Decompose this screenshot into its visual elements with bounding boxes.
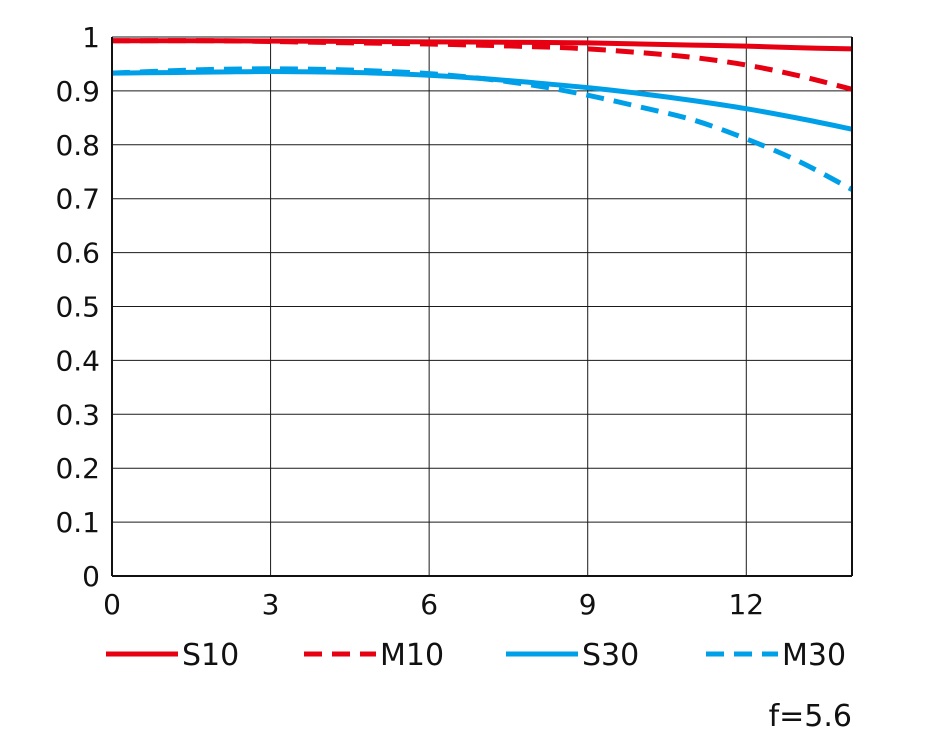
legend-label-m10: M10 bbox=[380, 638, 444, 673]
series-line-m30 bbox=[111, 66, 854, 192]
y-tick-label: 0.4 bbox=[55, 344, 100, 377]
legend-label-m30: M30 bbox=[782, 638, 846, 673]
y-tick-label: 0.9 bbox=[55, 75, 100, 108]
grid bbox=[111, 36, 852, 577]
x-tick-label: 9 bbox=[579, 588, 597, 621]
x-tick-label: 6 bbox=[420, 588, 438, 621]
x-tick-labels: 0 3 6 9 12 bbox=[103, 588, 764, 621]
legend-label-s30: S30 bbox=[582, 638, 639, 673]
y-tick-label: 0.1 bbox=[55, 506, 100, 539]
y-tick-label: 0.6 bbox=[55, 237, 100, 270]
axis-frame bbox=[111, 37, 853, 577]
y-tick-label: 0.8 bbox=[55, 129, 100, 162]
aperture-annotation: f=5.6 bbox=[769, 699, 852, 734]
y-tick-label: 0 bbox=[82, 560, 100, 593]
y-tick-label: 0.7 bbox=[55, 183, 100, 216]
y-tick-label: 0.3 bbox=[55, 398, 100, 431]
y-tick-label: 0.5 bbox=[55, 291, 100, 324]
y-tick-label: 1 bbox=[82, 21, 100, 54]
y-tick-labels: 0 0.1 0.2 0.3 0.4 0.5 0.6 0.7 0.8 0.9 1 bbox=[55, 21, 100, 593]
legend: S10 M10 S30 M30 bbox=[106, 638, 846, 673]
x-tick-label: 12 bbox=[728, 588, 764, 621]
y-tick-label: 0.2 bbox=[55, 452, 100, 485]
series-line-m10 bbox=[111, 38, 853, 92]
x-tick-label: 0 bbox=[103, 588, 121, 621]
legend-label-s10: S10 bbox=[182, 638, 239, 673]
series-layer bbox=[111, 38, 854, 192]
x-tick-label: 3 bbox=[262, 588, 280, 621]
